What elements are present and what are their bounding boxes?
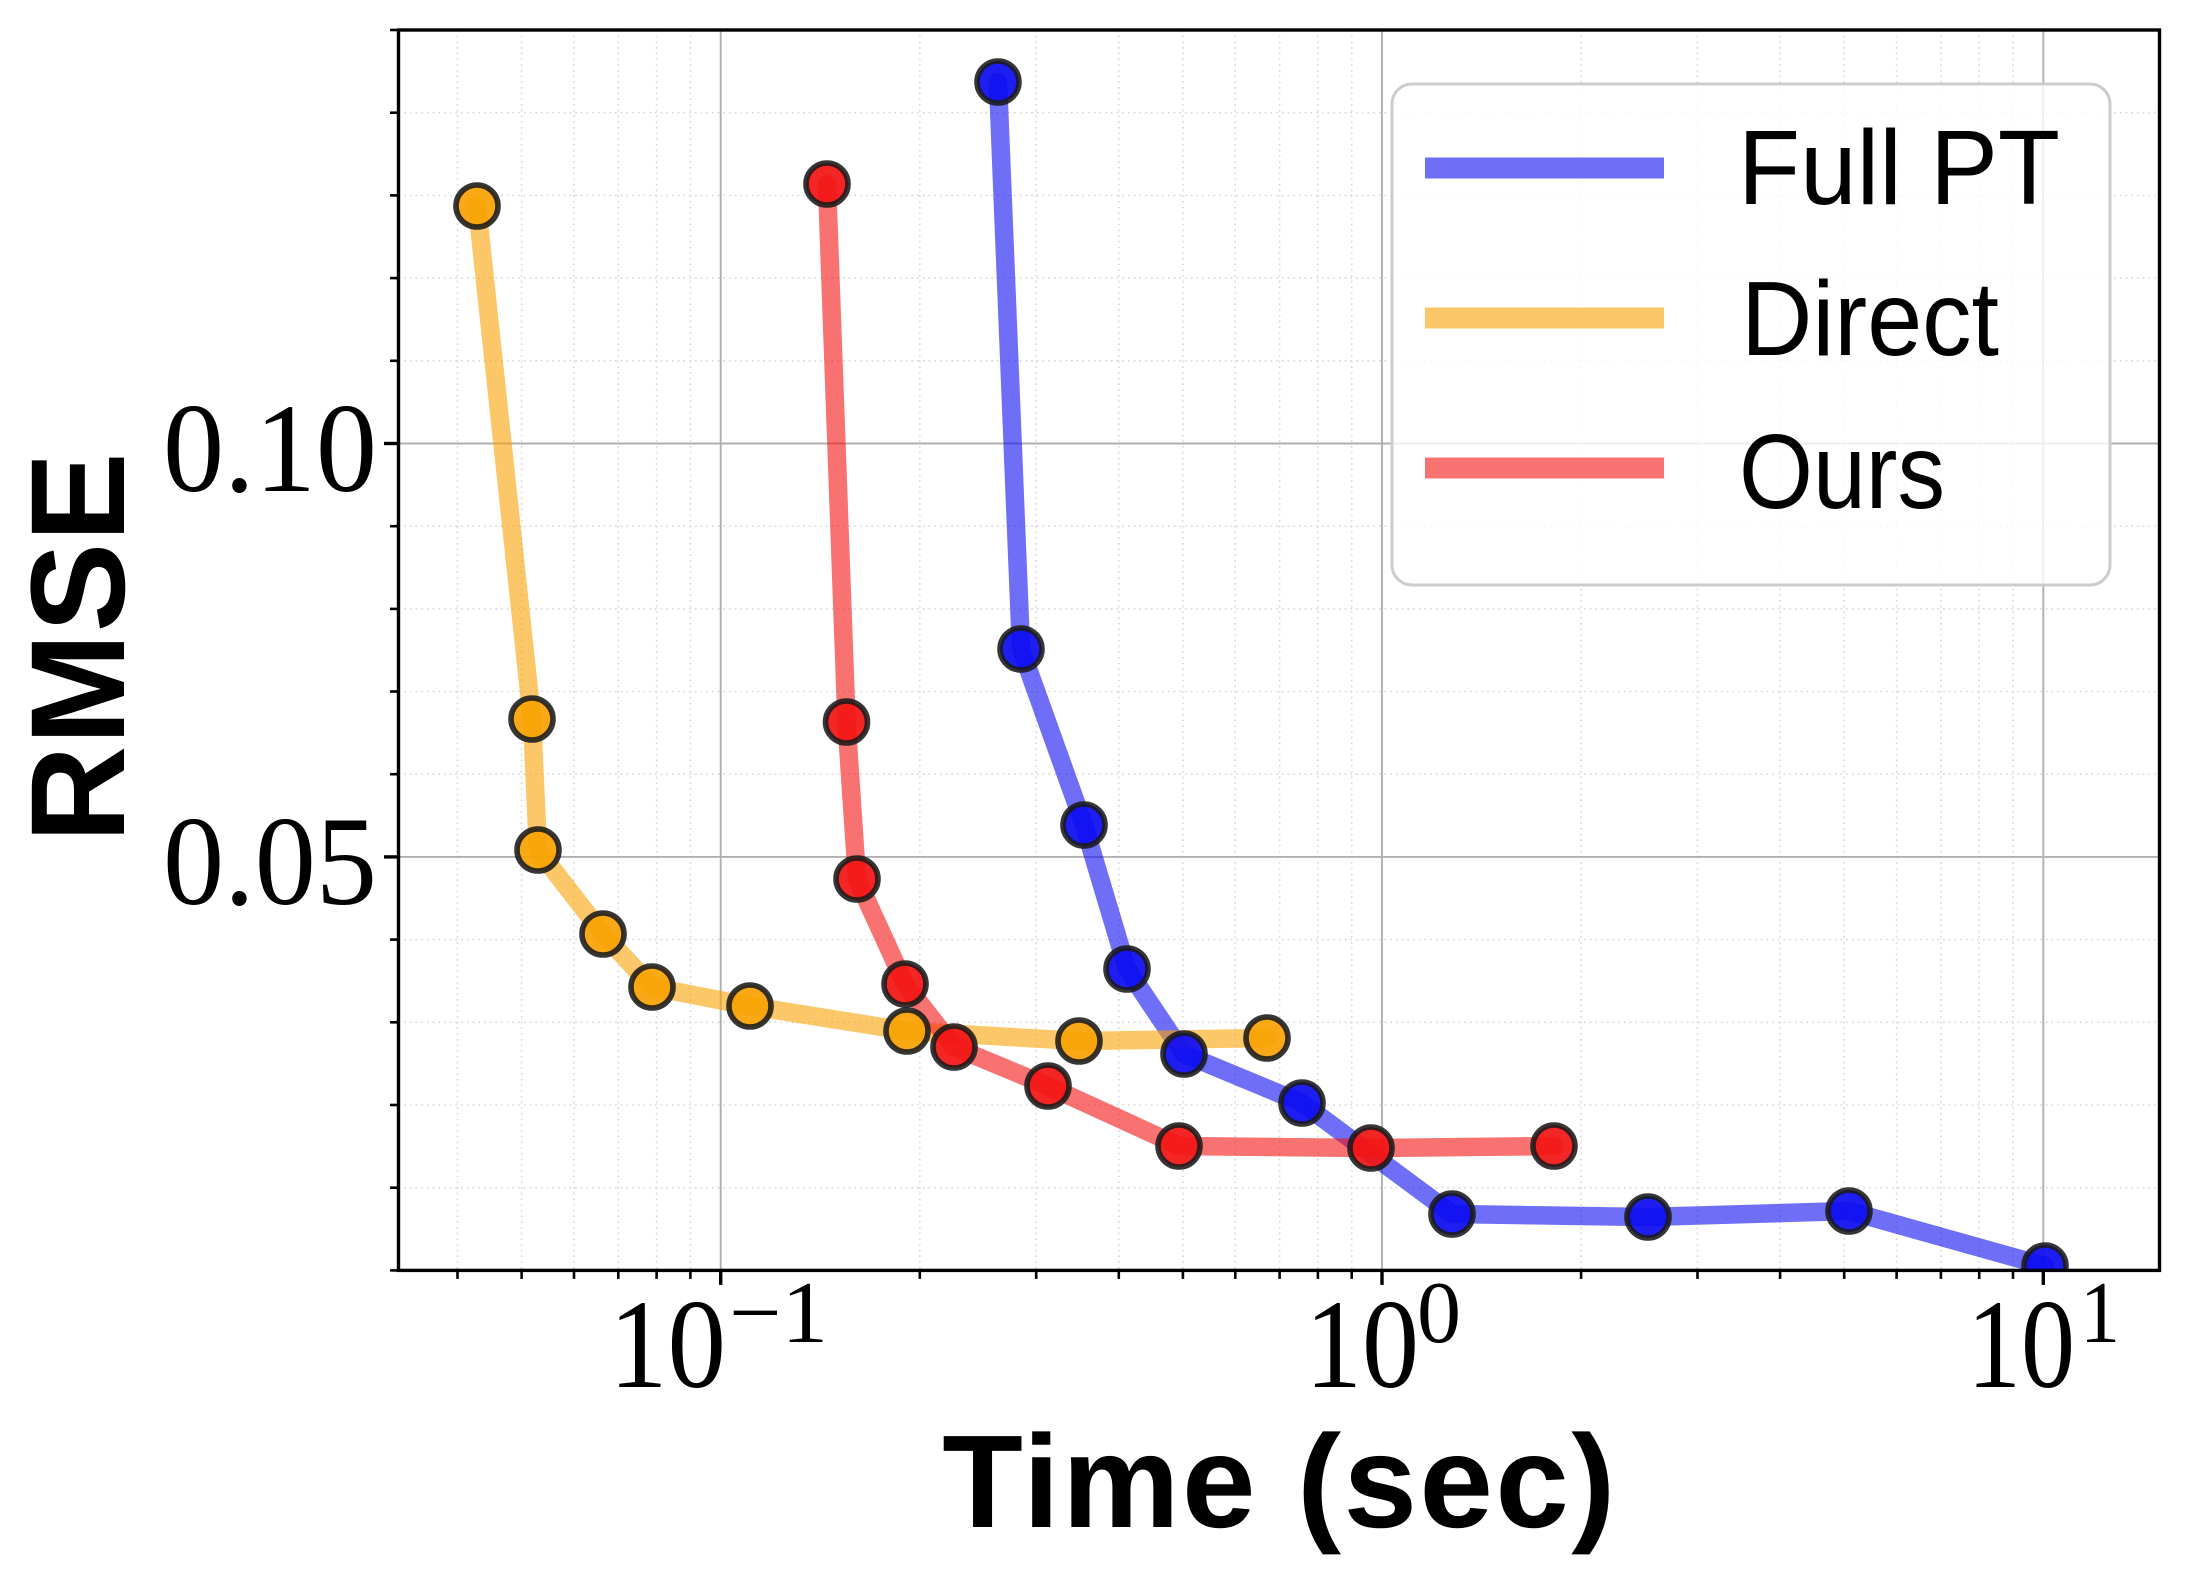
svg-text:10: 10: [609, 1275, 726, 1415]
svg-text:10: 10: [1967, 1275, 2075, 1415]
svg-text:−1: −1: [729, 1265, 828, 1362]
svg-text:Full PT: Full PT: [1738, 109, 2060, 227]
svg-text:Ours: Ours: [1739, 413, 1945, 531]
svg-text:0.05: 0.05: [163, 792, 377, 932]
svg-text:10: 10: [1305, 1275, 1419, 1415]
svg-text:0.10: 0.10: [163, 379, 377, 519]
svg-text:Time (sec): Time (sec): [942, 1408, 1618, 1555]
svg-text:1: 1: [2080, 1265, 2120, 1362]
svg-text:Direct: Direct: [1741, 260, 1999, 378]
svg-text:RMSE: RMSE: [4, 451, 153, 842]
svg-text:0: 0: [1417, 1265, 1461, 1362]
